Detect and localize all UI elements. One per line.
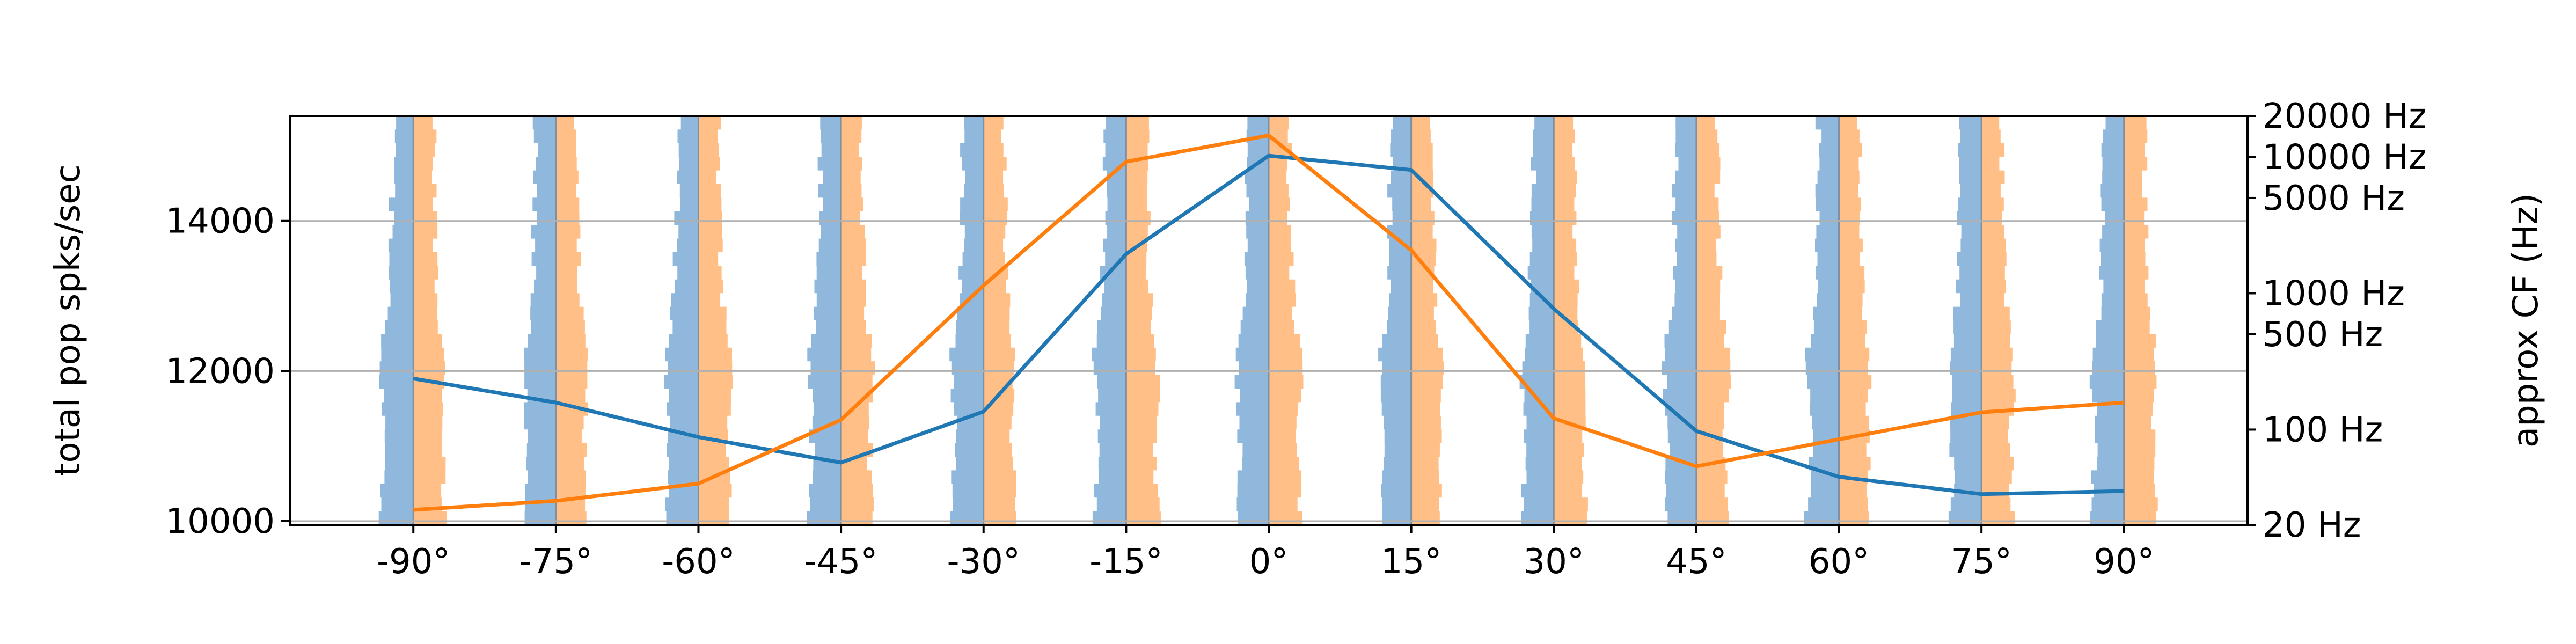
x-tick-label: -90° [377, 542, 450, 582]
x-tick-label: 15° [1381, 542, 1441, 582]
x-tick-label: 30° [1524, 542, 1584, 582]
y2-tick-label: 5000 Hz [2263, 179, 2405, 218]
histogram-right [841, 116, 875, 525]
histogram-right [1554, 116, 1588, 525]
y2-tick-label: 1000 Hz [2263, 274, 2405, 313]
histogram-right [413, 116, 447, 525]
histogram-left [1378, 116, 1411, 525]
x-tick-label: -45° [804, 542, 878, 582]
y-tick-label: 12000 [165, 352, 275, 391]
histogram-right [698, 116, 733, 525]
histogram-left [1948, 116, 1982, 525]
histogram-right [1269, 116, 1304, 525]
plot-area [289, 115, 2249, 526]
x-tick-label: -15° [1089, 542, 1163, 582]
histogram-left [2089, 116, 2124, 525]
series-line-2 [413, 133, 2125, 512]
histogram-right [1126, 116, 1161, 525]
histogram-left [1519, 116, 1554, 525]
x-tick-label: 60° [1809, 542, 1869, 582]
series-line-1 [413, 153, 2124, 496]
histogram-left [1234, 116, 1269, 525]
x-tick-label: -60° [662, 542, 735, 582]
y2-tick-label: 20000 Hz [2263, 97, 2427, 136]
histogram-right [1981, 116, 2016, 525]
x-tick-label: -75° [519, 542, 593, 582]
histogram-right [1839, 116, 1872, 525]
histogram-left [1092, 116, 1126, 525]
y-tick-label: 10000 [165, 502, 275, 541]
y2-tick-label: 500 Hz [2263, 315, 2383, 355]
histogram-right [1696, 116, 1731, 525]
x-tick-label: 45° [1666, 542, 1726, 582]
x-tick-label: 0° [1249, 542, 1289, 582]
y-axis-title: total pop spks/sec [48, 164, 88, 476]
histograms [378, 116, 2158, 525]
x-tick-label: 75° [1951, 542, 2011, 582]
y2-tick-label: 20 Hz [2263, 506, 2361, 545]
histogram-left [664, 116, 699, 525]
y2-tick-label: 10000 Hz [2263, 137, 2427, 177]
series-lines [413, 133, 2125, 512]
x-axis: -90° -75° -60° -45° -30° -15° 0° 15° 30° 45° 60° 75… [377, 525, 2155, 582]
histogram-left [524, 116, 556, 525]
y2-axis-title: approx CF (Hz) [2506, 193, 2546, 448]
x-tick-label: 90° [2094, 542, 2154, 582]
histogram-right [2124, 116, 2158, 525]
y-axis-left: 10000 12000 14000 [165, 202, 290, 541]
x-tick-label: -30° [947, 542, 1020, 582]
histogram-right [555, 116, 588, 525]
histogram-left [1804, 116, 1839, 525]
y2-tick-label: 100 Hz [2263, 410, 2383, 450]
histogram-left [378, 116, 414, 525]
histogram-left [949, 116, 984, 525]
y-tick-label: 14000 [165, 202, 275, 241]
histogram-right [1411, 116, 1444, 525]
gridlines [290, 220, 2248, 522]
histogram-right [983, 116, 1016, 525]
